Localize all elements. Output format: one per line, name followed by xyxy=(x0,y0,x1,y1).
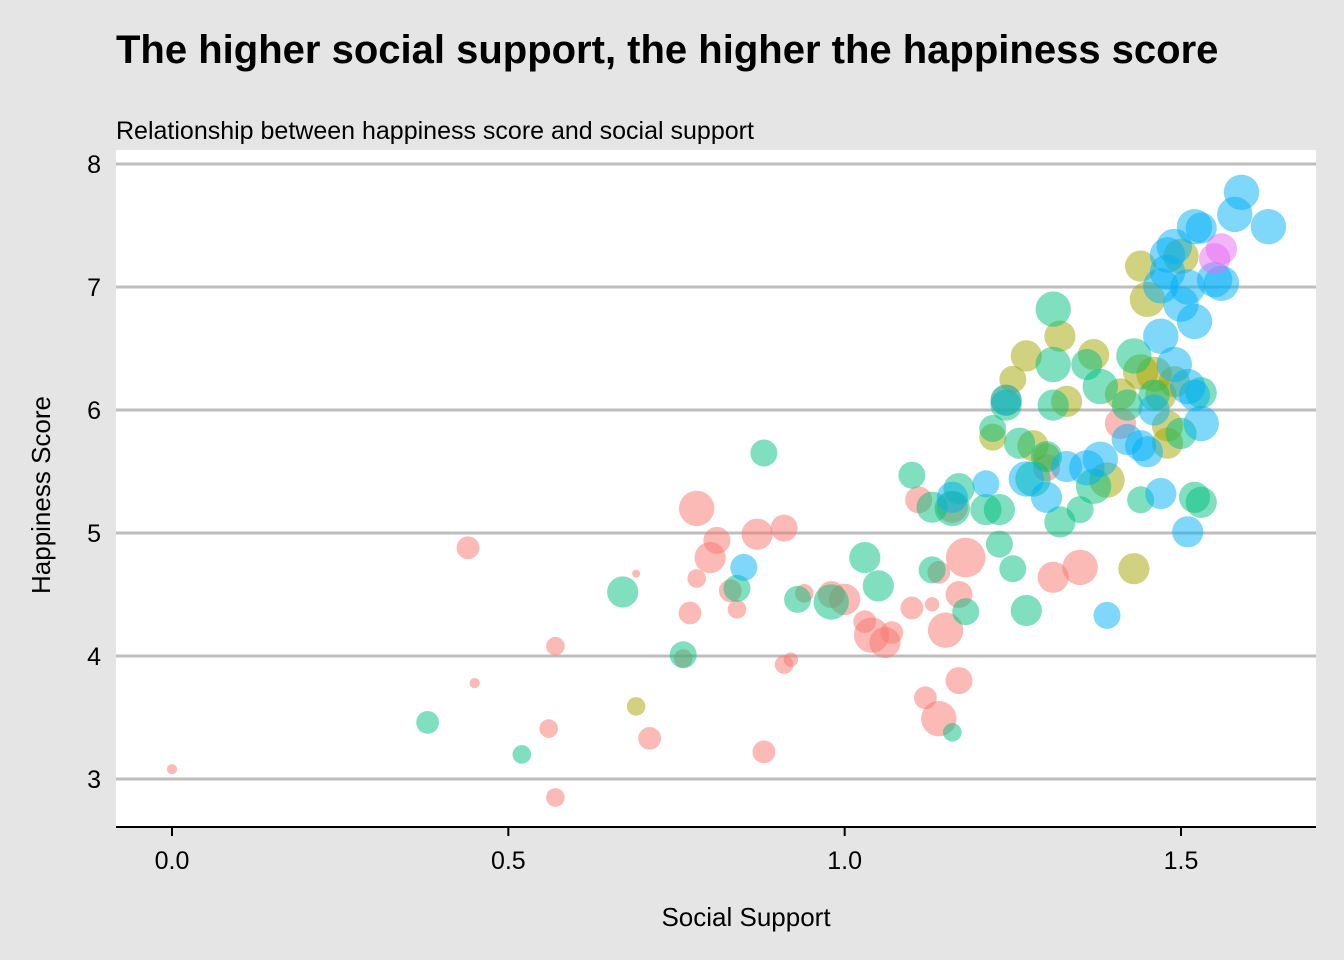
data-point-red xyxy=(703,526,731,554)
data-point-blue xyxy=(1082,441,1119,477)
data-point-red xyxy=(638,727,661,750)
data-point-red xyxy=(687,569,706,588)
data-point-red xyxy=(900,596,924,620)
data-point-red xyxy=(945,667,973,695)
x-tick-label: 1.0 xyxy=(827,847,862,875)
data-point-green xyxy=(1004,427,1036,459)
data-point-green xyxy=(607,576,639,608)
data-point-red xyxy=(783,652,799,667)
data-points xyxy=(166,174,1287,807)
data-point-blue xyxy=(1183,405,1219,442)
data-point-olive xyxy=(626,697,646,716)
data-point-blue xyxy=(936,481,968,513)
y-tick-label: 7 xyxy=(87,274,101,302)
data-point-green xyxy=(750,439,778,467)
data-point-blue xyxy=(1178,379,1211,411)
data-point-magenta xyxy=(1205,233,1237,265)
data-point-green xyxy=(813,584,849,620)
x-tick-label: 0.0 xyxy=(155,847,190,875)
data-point-olive xyxy=(1044,320,1076,352)
data-point-blue xyxy=(1143,318,1179,354)
data-point-green xyxy=(1035,346,1071,383)
data-point-green xyxy=(669,641,697,669)
data-point-green xyxy=(1116,338,1152,374)
data-point-green xyxy=(943,723,962,742)
data-point-red xyxy=(927,612,964,648)
y-tick-label: 5 xyxy=(87,520,101,548)
data-point-green xyxy=(983,494,1016,526)
data-point-green xyxy=(512,745,532,764)
data-point-red xyxy=(539,719,558,738)
data-point-red xyxy=(632,569,641,578)
data-point-green xyxy=(985,530,1013,558)
data-point-blue xyxy=(1250,209,1287,245)
data-point-red xyxy=(679,490,715,527)
y-axis-title: Happiness Score xyxy=(26,396,56,594)
x-tick-label: 1.5 xyxy=(1164,847,1199,875)
data-point-green xyxy=(1066,496,1094,524)
data-point-green xyxy=(1082,368,1119,405)
data-point-olive xyxy=(1010,340,1042,372)
data-point-blue xyxy=(1145,478,1177,510)
y-tick-label: 3 xyxy=(87,766,101,794)
data-point-green xyxy=(1010,594,1042,627)
x-axis-ticks: 0.0 0.5 1.0 1.5 xyxy=(155,827,1199,875)
x-tick-label: 0.5 xyxy=(491,847,526,875)
data-point-red xyxy=(770,514,798,542)
data-point-green xyxy=(918,556,946,584)
data-point-red xyxy=(945,537,986,578)
chart-subtitle: Relationship between happiness score and… xyxy=(116,117,754,145)
data-point-red xyxy=(546,636,565,656)
data-point-green xyxy=(784,585,812,613)
data-point-green xyxy=(979,415,1007,442)
data-point-green xyxy=(952,598,980,626)
data-point-red xyxy=(456,536,480,560)
data-point-blue xyxy=(1131,436,1163,468)
data-point-green xyxy=(723,574,751,602)
data-point-blue xyxy=(1170,269,1206,305)
data-point-blue xyxy=(972,470,1000,498)
data-point-blue xyxy=(990,384,1022,416)
data-point-red xyxy=(678,601,702,625)
data-point-green xyxy=(1185,486,1217,518)
data-point-blue xyxy=(1172,516,1204,548)
chart-title: The higher social support, the higher th… xyxy=(116,28,1219,72)
data-point-green xyxy=(1111,389,1143,421)
data-point-red xyxy=(469,678,480,689)
data-point-blue xyxy=(1185,212,1217,244)
data-point-green xyxy=(898,461,926,489)
data-point-green xyxy=(1035,291,1071,327)
y-tick-label: 6 xyxy=(87,397,101,425)
y-axis-ticks: 3 4 5 6 7 8 xyxy=(87,151,101,794)
data-point-blue xyxy=(1138,394,1170,426)
data-point-blue xyxy=(1223,174,1260,210)
data-point-red xyxy=(166,764,178,775)
data-point-green xyxy=(416,711,439,734)
data-point-green xyxy=(1037,389,1069,421)
data-point-green xyxy=(849,542,881,574)
data-point-blue xyxy=(1030,481,1063,513)
data-point-red xyxy=(546,788,565,807)
data-point-blue xyxy=(1093,601,1121,629)
data-point-blue xyxy=(1203,265,1240,301)
data-point-blue xyxy=(1176,303,1213,340)
data-point-green xyxy=(862,570,894,602)
data-point-red xyxy=(1037,561,1069,593)
data-point-red xyxy=(1062,549,1098,586)
data-point-red xyxy=(752,740,776,764)
x-axis-title: Social Support xyxy=(661,902,831,932)
data-point-green xyxy=(999,555,1027,583)
data-point-olive xyxy=(1118,553,1150,585)
data-point-red xyxy=(741,518,773,550)
y-tick-label: 4 xyxy=(87,643,101,671)
data-point-red xyxy=(727,600,747,619)
data-point-red xyxy=(880,621,904,644)
y-tick-label: 8 xyxy=(87,151,101,179)
data-point-blue xyxy=(730,553,758,581)
data-point-red xyxy=(924,597,940,612)
